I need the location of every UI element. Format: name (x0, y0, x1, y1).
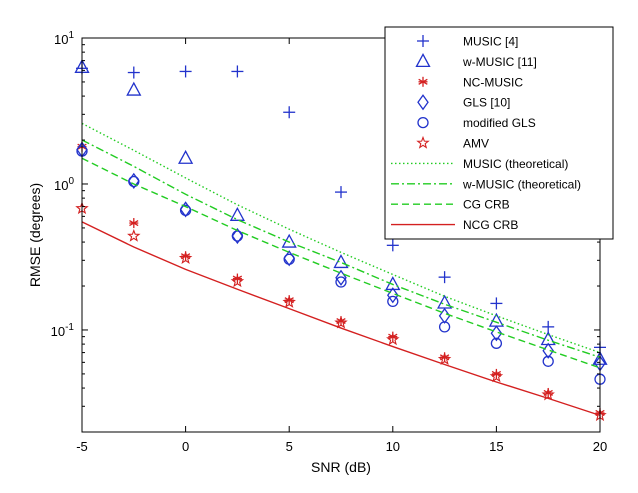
legend-item: NCG CRB (391, 218, 518, 232)
data-point (127, 66, 140, 79)
data-point (178, 149, 194, 164)
legend-label: modified GLS (463, 116, 536, 130)
legend-label: MUSIC [4] (463, 35, 518, 49)
data-point (229, 206, 245, 221)
data-point (438, 321, 451, 333)
legend-marker (416, 135, 430, 149)
legend-label: w-MUSIC (theoretical) (462, 177, 581, 191)
data-point (179, 65, 192, 78)
legend: MUSIC [4] w-MUSIC [11] NC-MUSIC GLS [10] mod… (384, 26, 614, 240)
x-tick-label: 15 (489, 439, 503, 454)
legend-item: CG CRB (391, 198, 510, 212)
series-w-music-theoretical- (81, 139, 601, 358)
legend-label: CG CRB (463, 198, 510, 212)
x-tick-label: 10 (386, 439, 400, 454)
data-point (127, 228, 141, 242)
legend-box (384, 26, 614, 240)
legend-item: GLS [10] (417, 94, 510, 111)
legend-item: NC-MUSIC (418, 75, 523, 89)
legend-item: modified GLS (417, 116, 536, 130)
data-point (283, 106, 296, 119)
data-point (438, 271, 451, 284)
legend-label: AMV (463, 137, 489, 151)
data-point (438, 307, 451, 324)
series-music-theoretical- (81, 122, 601, 354)
x-tick-label: -5 (76, 439, 88, 454)
legend-label: MUSIC (theoretical) (463, 157, 568, 171)
legend-item: w-MUSIC (theoretical) (391, 177, 581, 191)
data-point (489, 369, 504, 383)
legend-label: NC-MUSIC (463, 75, 523, 89)
data-point (179, 204, 192, 216)
data-point (126, 81, 142, 96)
y-tick-label: 100 (54, 176, 74, 193)
y-tick-label: 101 (54, 30, 74, 47)
data-point (490, 337, 503, 349)
legend-marker (417, 35, 429, 47)
data-point (490, 297, 503, 310)
legend-label: GLS [10] (463, 96, 510, 110)
series-ncg-crb (81, 221, 601, 417)
data-point (335, 269, 347, 286)
data-point (542, 320, 555, 333)
legend-item: w-MUSIC [11] (415, 53, 537, 69)
axis-ticks: -5 0 5 10 15 20 101 100 10-1 (51, 30, 608, 454)
series-line (81, 122, 601, 354)
data-point (541, 387, 555, 401)
legend-marker (418, 76, 428, 87)
legend-marker (417, 116, 429, 129)
chart-axes: -5 0 5 10 15 20 101 100 10-1 (51, 30, 608, 454)
legend-label: w-MUSIC [11] (462, 55, 537, 69)
data-point (230, 274, 245, 288)
series-cg-crb (81, 157, 601, 369)
data-point (335, 276, 347, 288)
x-tick-label: 0 (182, 439, 189, 454)
data-point (387, 295, 399, 308)
legend-marker (415, 53, 431, 68)
legend-item: AMV (416, 135, 489, 151)
data-point (386, 332, 400, 346)
data-point (437, 352, 452, 365)
data-point (387, 287, 399, 304)
x-tick-label: 20 (593, 439, 607, 454)
data-point (542, 355, 554, 367)
legend-item: MUSIC (theoretical) (391, 157, 568, 171)
data-point (333, 254, 349, 269)
data-point (335, 186, 347, 199)
legend-label: NCG CRB (463, 218, 518, 232)
data-point (386, 239, 399, 252)
series-line (81, 157, 601, 369)
data-point (283, 253, 295, 265)
legend-item: MUSIC [4] (417, 35, 518, 49)
data-point (129, 218, 139, 229)
data-point (231, 227, 244, 245)
series-line (81, 221, 601, 417)
x-axis-title: SNR (dB) (311, 459, 371, 475)
data-point (282, 295, 296, 308)
data-point (231, 65, 244, 78)
series-line (81, 139, 601, 358)
x-tick-label: 5 (286, 439, 293, 454)
data-point (178, 251, 193, 264)
y-tick-label: 10-1 (51, 322, 75, 339)
data-point (231, 230, 244, 242)
data-point (128, 175, 140, 188)
legend-marker (417, 94, 429, 111)
y-axis-title: RMSE (degrees) (27, 183, 43, 287)
data-point (334, 315, 348, 329)
data-point (281, 233, 297, 248)
